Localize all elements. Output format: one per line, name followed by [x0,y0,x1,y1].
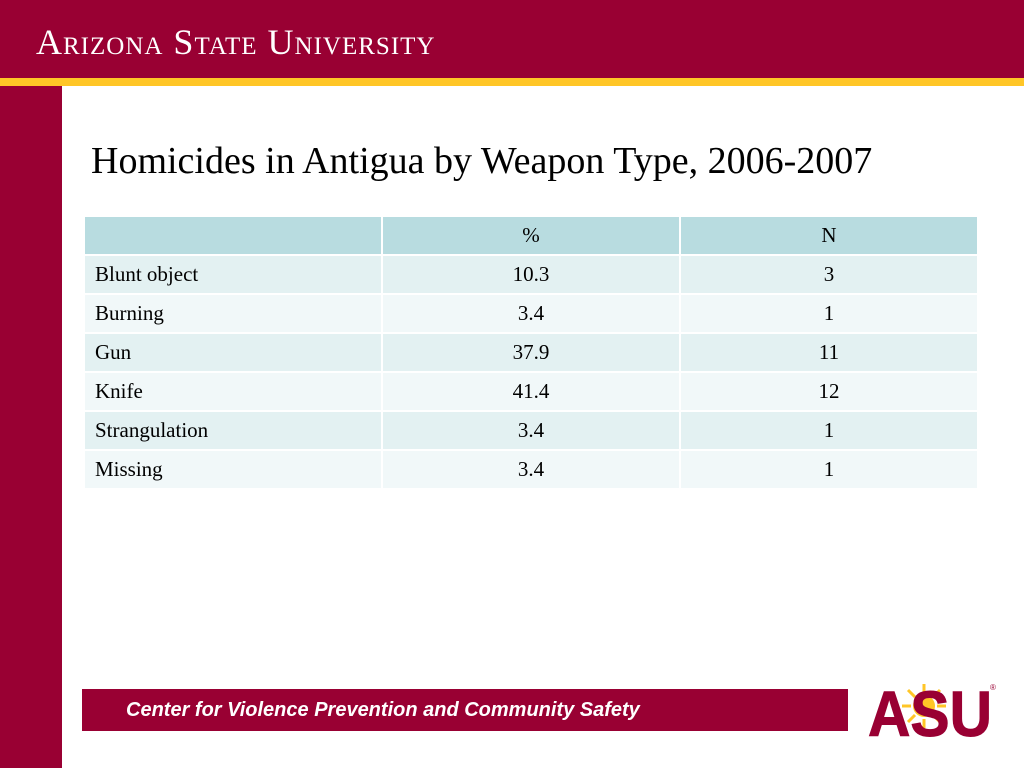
table-cell: Burning [83,293,383,334]
table-header-row: % N [83,215,979,256]
table-cell: 3.4 [381,293,681,334]
registered-mark-icon: ® [990,683,996,692]
table-cell: 10.3 [381,254,681,295]
table-cell: 1 [679,293,979,334]
footer-bar: Center for Violence Prevention and Commu… [82,689,848,731]
table-header-cell: % [381,215,681,256]
slide-title: Homicides in Antigua by Weapon Type, 200… [91,140,873,182]
header-bar: Arizona State University [0,0,1024,78]
table-cell: 12 [679,371,979,412]
asu-logo-letters: ASU [868,678,992,742]
table-header-cell [83,215,383,256]
data-table: % N Blunt object 10.3 3 Burning 3.4 1 Gu… [83,215,979,490]
table-cell: 1 [679,410,979,451]
table-cell: Gun [83,332,383,373]
center-name: Center for Violence Prevention and Commu… [126,699,640,721]
table-row: Gun 37.9 11 [83,332,979,373]
university-wordmark: Arizona State University [36,22,436,62]
table-cell: 3 [679,254,979,295]
table-cell: 1 [679,449,979,490]
table-cell: Strangulation [83,410,383,451]
table-cell: 37.9 [381,332,681,373]
table-cell: 3.4 [381,449,681,490]
table-cell: Blunt object [83,254,383,295]
left-sidebar-bar [0,86,62,768]
table-row: Strangulation 3.4 1 [83,410,979,451]
table-row: Knife 41.4 12 [83,371,979,412]
table-header-cell: N [679,215,979,256]
table-cell: 41.4 [381,371,681,412]
gold-stripe [0,78,1024,86]
table-cell: Knife [83,371,383,412]
table-row: Missing 3.4 1 [83,449,979,490]
table-row: Burning 3.4 1 [83,293,979,334]
table-row: Blunt object 10.3 3 [83,254,979,295]
table-cell: 11 [679,332,979,373]
asu-logo: ASU ® [868,678,997,742]
sunburst-icon [902,684,946,728]
table-cell: 3.4 [381,410,681,451]
table-cell: Missing [83,449,383,490]
